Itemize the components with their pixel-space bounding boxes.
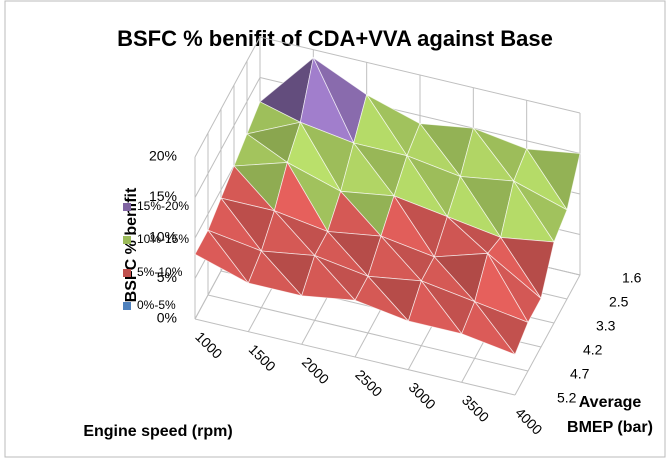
legend-swatch (123, 203, 131, 211)
floor-grid (194, 318, 516, 396)
z-tick-label: 5% (157, 269, 177, 285)
y-tick-label: 2.5 (609, 294, 629, 310)
y-axis-title: Average BMEP (bar) (567, 394, 653, 436)
y-tick-label: 4.7 (570, 366, 590, 382)
surface-facet (194, 229, 249, 284)
legend-swatch (123, 302, 131, 310)
y-tick-label: 3.3 (596, 318, 616, 334)
surface-facet (247, 250, 303, 297)
z-tick-label: 15% (149, 188, 177, 204)
z-tick-label: 20% (149, 148, 177, 164)
legend-label: 0%-5% (137, 298, 176, 312)
surface-facet (461, 300, 517, 356)
chart-title: BSFC % benifit of CDA+VVA against Base (117, 26, 553, 51)
y-tick-label: 1.6 (622, 270, 642, 286)
y-tick-label: 4.2 (583, 342, 603, 358)
legend-label: 10%-15% (137, 232, 189, 246)
y-tick-label: 5.2 (557, 390, 577, 406)
legend-swatch (123, 236, 131, 244)
legend-swatch (123, 269, 131, 277)
surface-facet (354, 275, 409, 322)
floor-grid (514, 274, 581, 396)
grid-line (194, 36, 261, 158)
z-tick-label: 10% (149, 229, 177, 245)
x-axis-title: Engine speed (rpm) (83, 423, 232, 440)
legend-label: 5%-10% (137, 265, 183, 279)
surface-facet (301, 254, 356, 301)
floor-grid (207, 294, 529, 372)
surface-facet (407, 280, 463, 335)
grid-line (194, 77, 261, 198)
z-tick-label: 0% (157, 310, 177, 326)
legend-label: 15%-20% (137, 199, 189, 213)
